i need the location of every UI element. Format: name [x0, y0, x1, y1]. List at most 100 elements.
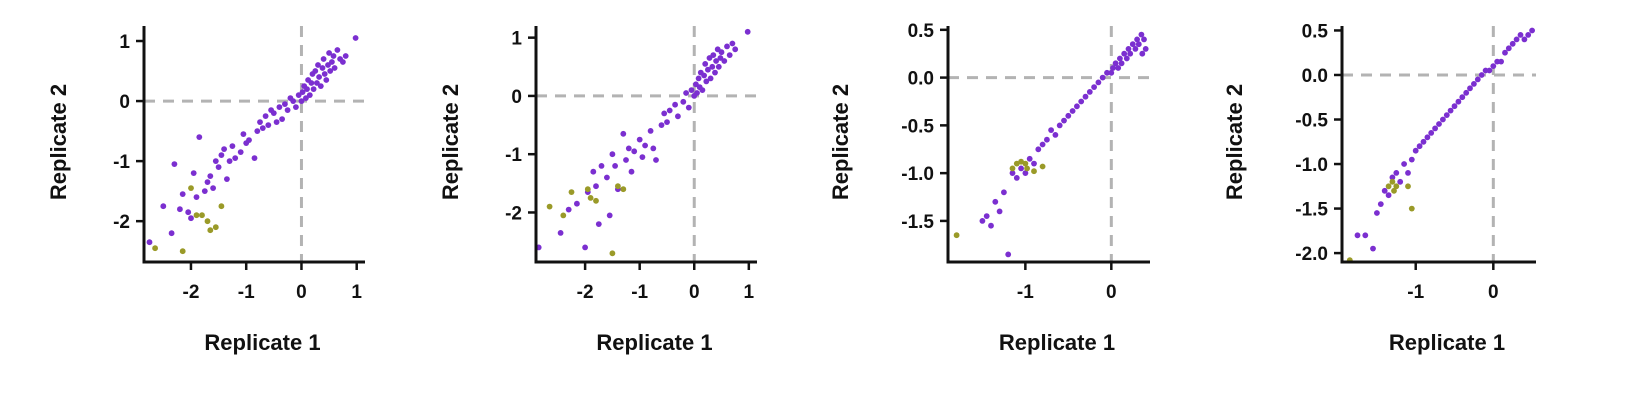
highlighted-data-point: [1022, 160, 1029, 167]
data-point: [273, 119, 280, 125]
data-point: [1401, 161, 1407, 167]
data-point: [1377, 201, 1384, 208]
data-point: [1455, 98, 1462, 105]
x-axis-label: Replicate 1: [1389, 330, 1505, 355]
x-tick-label: 0: [1106, 282, 1117, 303]
y-tick-label: 0.0: [908, 69, 934, 90]
data-point: [1428, 130, 1435, 136]
data-point: [983, 213, 990, 220]
highlighted-data-point: [188, 185, 194, 192]
data-point: [1354, 232, 1361, 239]
data-point: [1048, 127, 1054, 133]
data-point: [695, 75, 702, 82]
data-point: [319, 65, 326, 71]
data-point: [1018, 165, 1024, 172]
x-axis-label: Replicate 1: [204, 330, 320, 355]
data-point: [620, 130, 627, 137]
data-point: [352, 35, 359, 41]
highlighted-data-point: [593, 197, 599, 204]
highlighted-data-point: [207, 227, 214, 234]
data-point: [1467, 85, 1473, 92]
data-point: [316, 74, 322, 80]
data-point: [259, 125, 266, 131]
data-point: [1112, 60, 1119, 67]
data-point: [709, 63, 716, 70]
data-point: [664, 119, 670, 125]
x-tick-label: 0: [1488, 282, 1499, 303]
data-point: [718, 49, 725, 56]
highlighted-data-point: [584, 186, 591, 193]
data-point: [1517, 32, 1524, 38]
y-tick-label: -1.5: [1295, 200, 1328, 221]
data-point: [1110, 65, 1116, 71]
x-tick-label: -1: [631, 282, 648, 303]
y-tick-label: 0.0: [1302, 66, 1328, 87]
highlighted-data-point: [179, 248, 186, 255]
x-tick-label: 0: [296, 282, 307, 303]
y-tick-label: -0.5: [1295, 111, 1328, 132]
highlighted-data-point: [560, 212, 567, 219]
data-point: [1505, 45, 1512, 52]
data-point: [304, 86, 310, 92]
data-point: [1141, 36, 1147, 43]
data-point: [625, 145, 632, 152]
data-point: [1078, 98, 1085, 105]
data-point: [1039, 141, 1046, 148]
data-point: [1091, 84, 1097, 90]
data-point: [312, 68, 319, 74]
data-point: [215, 164, 222, 171]
data-point: [146, 239, 153, 246]
highlighted-data-point: [199, 212, 205, 219]
scatter-panel-4: -1 0 0.5 0.0 -0.5 -1.0 -1.5 -2.0 Replicate 1 Repl…: [1222, 21, 1536, 355]
y-axis-label: Replicate 2: [438, 84, 463, 200]
data-point: [642, 142, 648, 149]
highlighted-data-point: [1385, 183, 1392, 190]
highlighted-data-point: [953, 232, 960, 239]
y-tick-label: 0: [119, 92, 130, 113]
data-point: [190, 170, 197, 177]
y-tick-label: -1: [505, 145, 522, 166]
data-point: [1525, 32, 1532, 38]
data-point: [1108, 69, 1115, 76]
x-tick-label: -2: [577, 282, 594, 303]
data-point: [702, 61, 709, 67]
data-point: [574, 200, 580, 207]
data-point: [1031, 160, 1037, 167]
data-point: [1013, 175, 1020, 181]
data-point: [595, 221, 602, 228]
data-point: [593, 183, 599, 190]
y-tick-label: -2: [113, 212, 130, 233]
highlighted-data-point: [615, 183, 621, 190]
data-point: [1121, 50, 1128, 57]
data-point: [683, 90, 689, 96]
data-point: [317, 83, 324, 89]
data-point: [996, 208, 1003, 215]
data-point: [557, 230, 564, 236]
data-point: [207, 173, 214, 180]
data-point: [680, 98, 687, 105]
data-point: [729, 40, 736, 47]
data-point: [1370, 245, 1376, 252]
data-point: [193, 194, 200, 201]
data-point: [1471, 81, 1477, 87]
data-point: [1502, 49, 1508, 56]
highlighted-data-point: [1393, 183, 1400, 190]
data-point: [1035, 146, 1042, 153]
data-point: [710, 52, 717, 58]
highlighted-data-point: [1039, 163, 1046, 170]
data-point: [988, 222, 994, 229]
data-point: [653, 157, 659, 163]
data-point: [726, 52, 733, 58]
data-point: [1478, 72, 1485, 78]
highlighted-data-point: [587, 195, 594, 201]
data-point: [276, 104, 283, 110]
data-point: [1069, 108, 1076, 114]
y-tick-label: -0.5: [901, 116, 934, 137]
highlighted-data-point: [1391, 187, 1397, 194]
data-point: [1104, 69, 1110, 76]
highlighted-data-point: [204, 218, 211, 225]
data-point: [1118, 60, 1125, 67]
data-point: [1061, 117, 1067, 124]
x-tick-label: -1: [1407, 282, 1424, 303]
data-point: [270, 110, 277, 116]
